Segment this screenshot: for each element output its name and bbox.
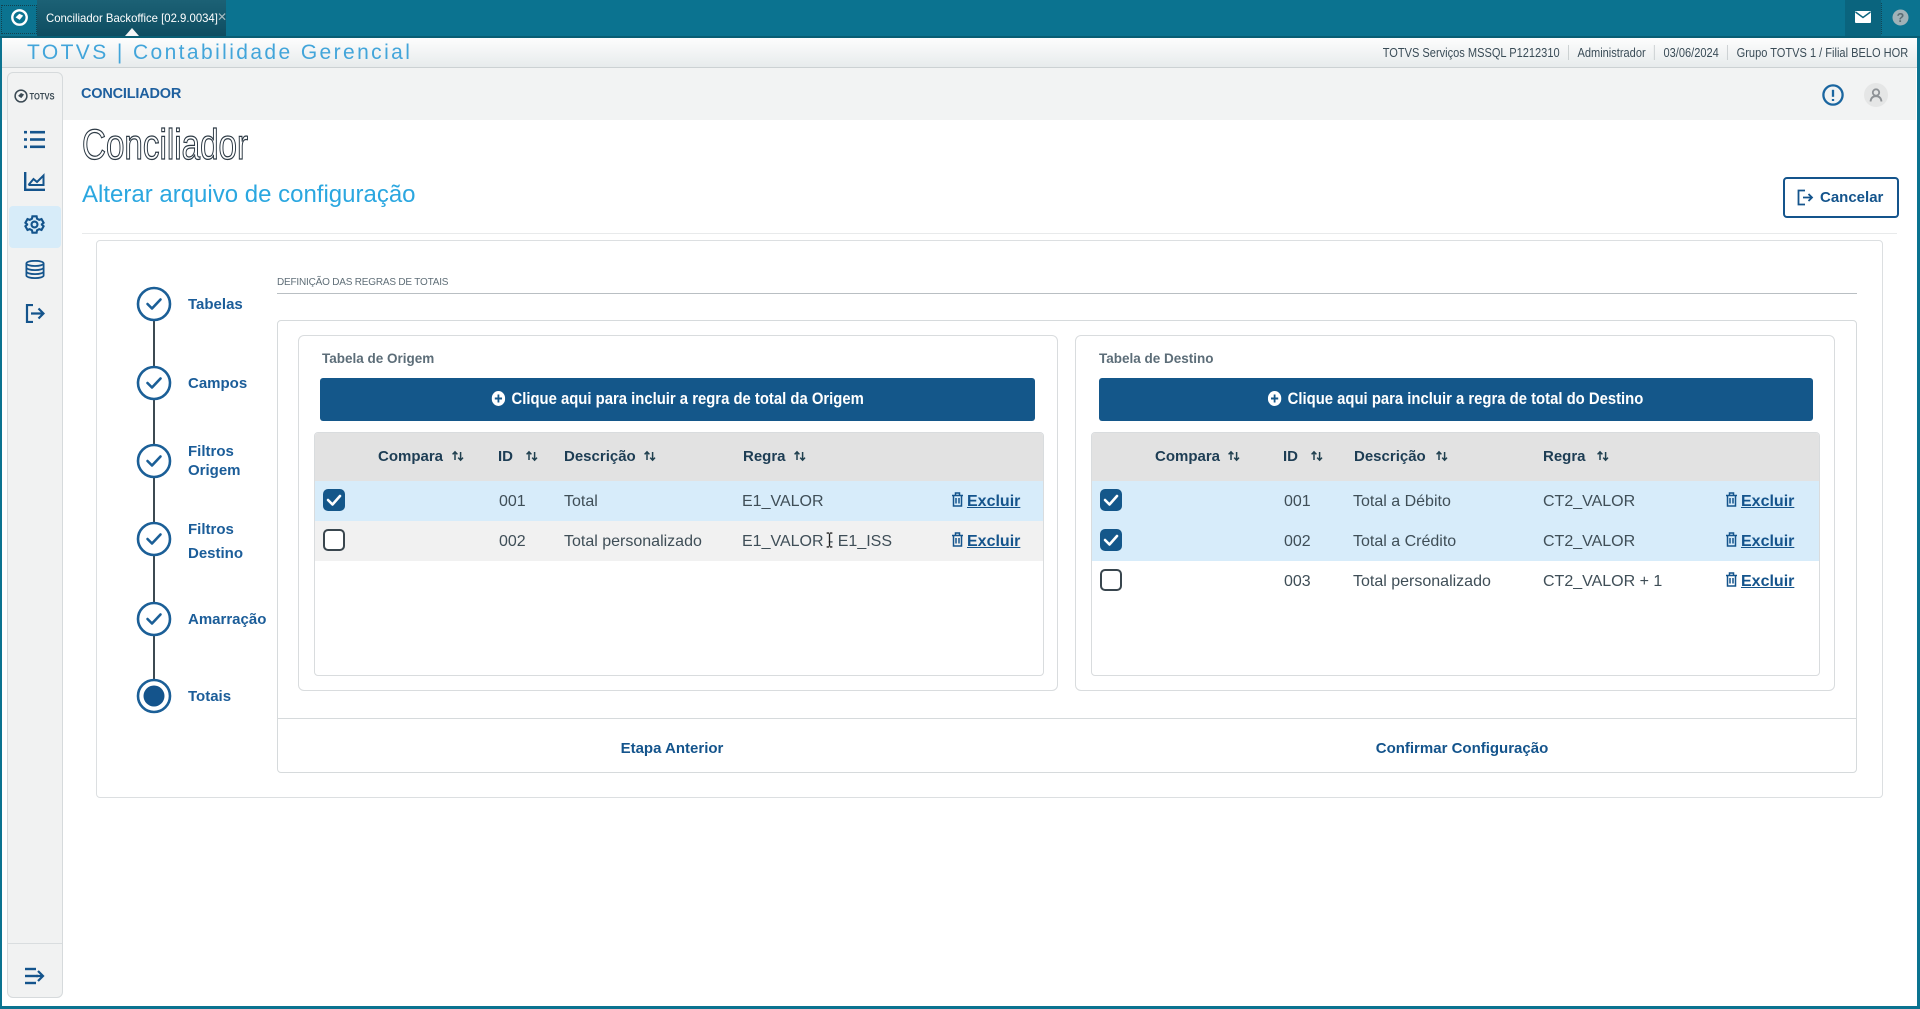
svg-text:?: ? xyxy=(1897,11,1905,25)
svg-text:TOTVS: TOTVS xyxy=(30,92,55,102)
